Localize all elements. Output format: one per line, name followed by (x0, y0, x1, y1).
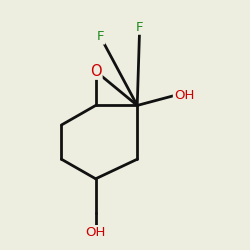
Text: OH: OH (86, 226, 106, 239)
Text: F: F (136, 21, 143, 34)
Text: OH: OH (174, 89, 194, 102)
Text: O: O (90, 64, 102, 79)
Text: F: F (97, 30, 104, 44)
